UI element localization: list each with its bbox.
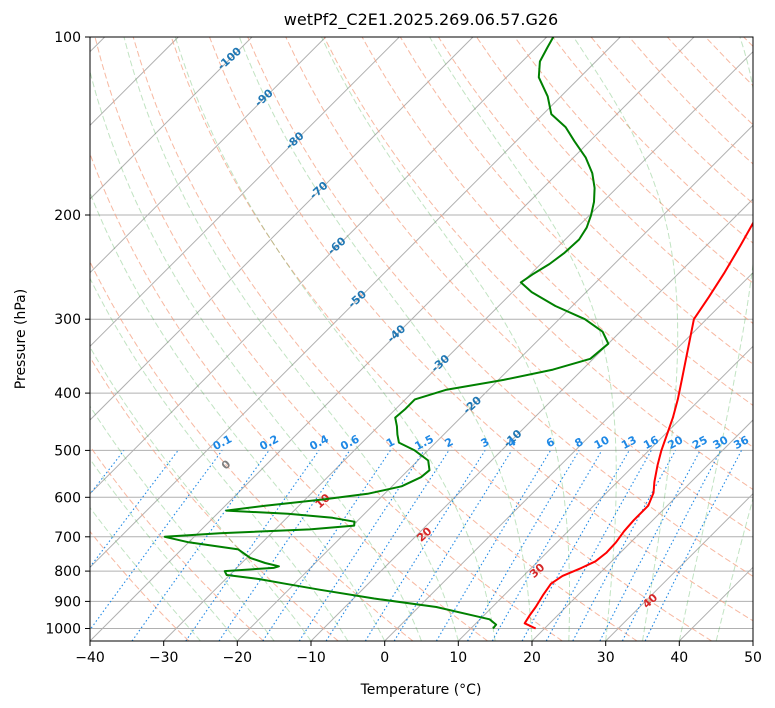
dry-adiabat: [399, 37, 753, 407]
isotherm-line: [90, 37, 548, 495]
moist-adiabat: [90, 277, 349, 641]
isotherm-line: [605, 492, 753, 641]
dry-adiabats: [90, 37, 753, 641]
mixing-ratio-line: [644, 450, 742, 641]
moist-adiabat: [123, 37, 459, 641]
mixing-ratio-line: [262, 450, 391, 641]
dry-adiabat: [247, 37, 753, 577]
dry-adiabat: [437, 37, 753, 365]
moist-adiabat: [678, 37, 753, 641]
dry-adiabat: [285, 37, 753, 534]
isotherm-line: [90, 37, 400, 348]
y-tick-label: 500: [54, 443, 81, 459]
mixing-ratio-label: 36: [731, 433, 751, 452]
moist-adiabat: [90, 69, 422, 641]
mixing-ratio-line: [131, 450, 270, 641]
moist-adiabat: [573, 37, 679, 641]
dry-adiabat: [90, 356, 339, 641]
chart-title: wetPf2_C2E1.2025.269.06.57.G26: [284, 10, 558, 30]
x-tick-label: −40: [75, 650, 105, 666]
y-tick-label: 300: [54, 312, 81, 328]
y-tick-label: 100: [54, 30, 81, 46]
dry-adiabat: [90, 152, 488, 641]
dry-adiabat: [94, 37, 563, 641]
dry-adiabat: [209, 37, 753, 622]
dewpoint-profile: [163, 37, 610, 630]
moist-adiabat: [429, 37, 617, 641]
isotherm-line: [531, 419, 753, 641]
isotherm-line: [90, 37, 621, 569]
mixing-ratio-label: 25: [690, 433, 710, 452]
mixing-ratio-label: 10: [592, 433, 612, 452]
x-tick-label: 40: [670, 650, 688, 666]
mixing-ratio-line: [185, 450, 320, 641]
isobar-gridlines: [90, 36, 753, 629]
isotherm-line: [384, 271, 753, 641]
x-tick-label: −10: [296, 650, 326, 666]
mixing-ratio-label: 30: [711, 433, 731, 452]
moist-adiabat: [90, 346, 312, 641]
moist-adiabats: [90, 37, 753, 641]
x-tick-label: −30: [149, 650, 179, 666]
isotherm-line: [163, 50, 753, 641]
mixing-ratio-line: [90, 450, 179, 568]
dry-adiabat: [90, 260, 414, 641]
x-tick-label: −20: [223, 650, 253, 666]
x-tick-label: 10: [449, 650, 467, 666]
y-tick-label: 900: [54, 594, 81, 610]
mixing-ratio-line: [521, 450, 630, 641]
mixing-ratio-line: [325, 450, 450, 641]
dry-adiabat: [514, 37, 753, 284]
moist-adiabat: [174, 37, 496, 641]
x-tick-label: 30: [597, 650, 615, 666]
isotherm-line: [90, 37, 327, 274]
x-axis-label: Temperature (°C): [360, 682, 482, 698]
mixing-ratio-line: [298, 450, 425, 641]
dry-adiabat: [90, 530, 190, 641]
dry-adiabat: [90, 445, 264, 641]
x-tick-label: 20: [523, 650, 541, 666]
dry-adiabat: [132, 37, 638, 641]
temperature-profile: [523, 221, 753, 630]
mixing-ratio-label: 16: [641, 433, 661, 452]
x-axis: −40 −30 −20 −10 0 10 20 30 40 50: [75, 641, 762, 666]
dry-adiabat: [170, 37, 712, 641]
isotherm-line: [90, 37, 695, 641]
isotherm-line: [90, 37, 253, 200]
y-tick-label: 400: [54, 386, 81, 402]
mixing-ratio-line: [393, 450, 513, 641]
mixing-ratio-line: [572, 450, 676, 641]
moist-adiabat: [321, 37, 571, 641]
y-tick-label: 600: [54, 490, 81, 506]
y-tick-label: 200: [54, 208, 81, 224]
mixing-ratio-line: [218, 450, 351, 641]
isotherm-line: [90, 37, 474, 421]
mixing-ratio-lines: [90, 450, 742, 641]
y-tick-label: 800: [54, 564, 81, 580]
isotherm-line: [236, 124, 753, 641]
x-tick-label: 50: [744, 650, 762, 666]
moist-adiabat: [90, 458, 238, 641]
mixing-ratio-line: [545, 450, 652, 641]
mixing-ratio-label: 13: [619, 433, 639, 452]
sounding-profiles: [163, 37, 753, 630]
isotherm-line: [457, 345, 753, 641]
moist-adiabat: [90, 191, 386, 641]
mixing-ratio-line: [90, 450, 223, 631]
moist-adiabat: [238, 37, 533, 641]
moist-adiabat: [90, 405, 275, 641]
y-tick-label: 1000: [45, 622, 81, 638]
mixing-ratio-label: 20: [666, 433, 686, 452]
y-axis: 100 200 300 400 500 600 700 800 900 1000: [45, 30, 90, 638]
y-tick-label: 700: [54, 530, 81, 546]
moist-adiabat: [90, 506, 201, 641]
plot-frame: [89, 36, 754, 642]
x-tick-label: 0: [380, 650, 389, 666]
y-axis-label: Pressure (hPa): [13, 289, 29, 389]
plot-area: -100-90-80-70-60-50-40-30-20-10010203040…: [89, 36, 754, 642]
